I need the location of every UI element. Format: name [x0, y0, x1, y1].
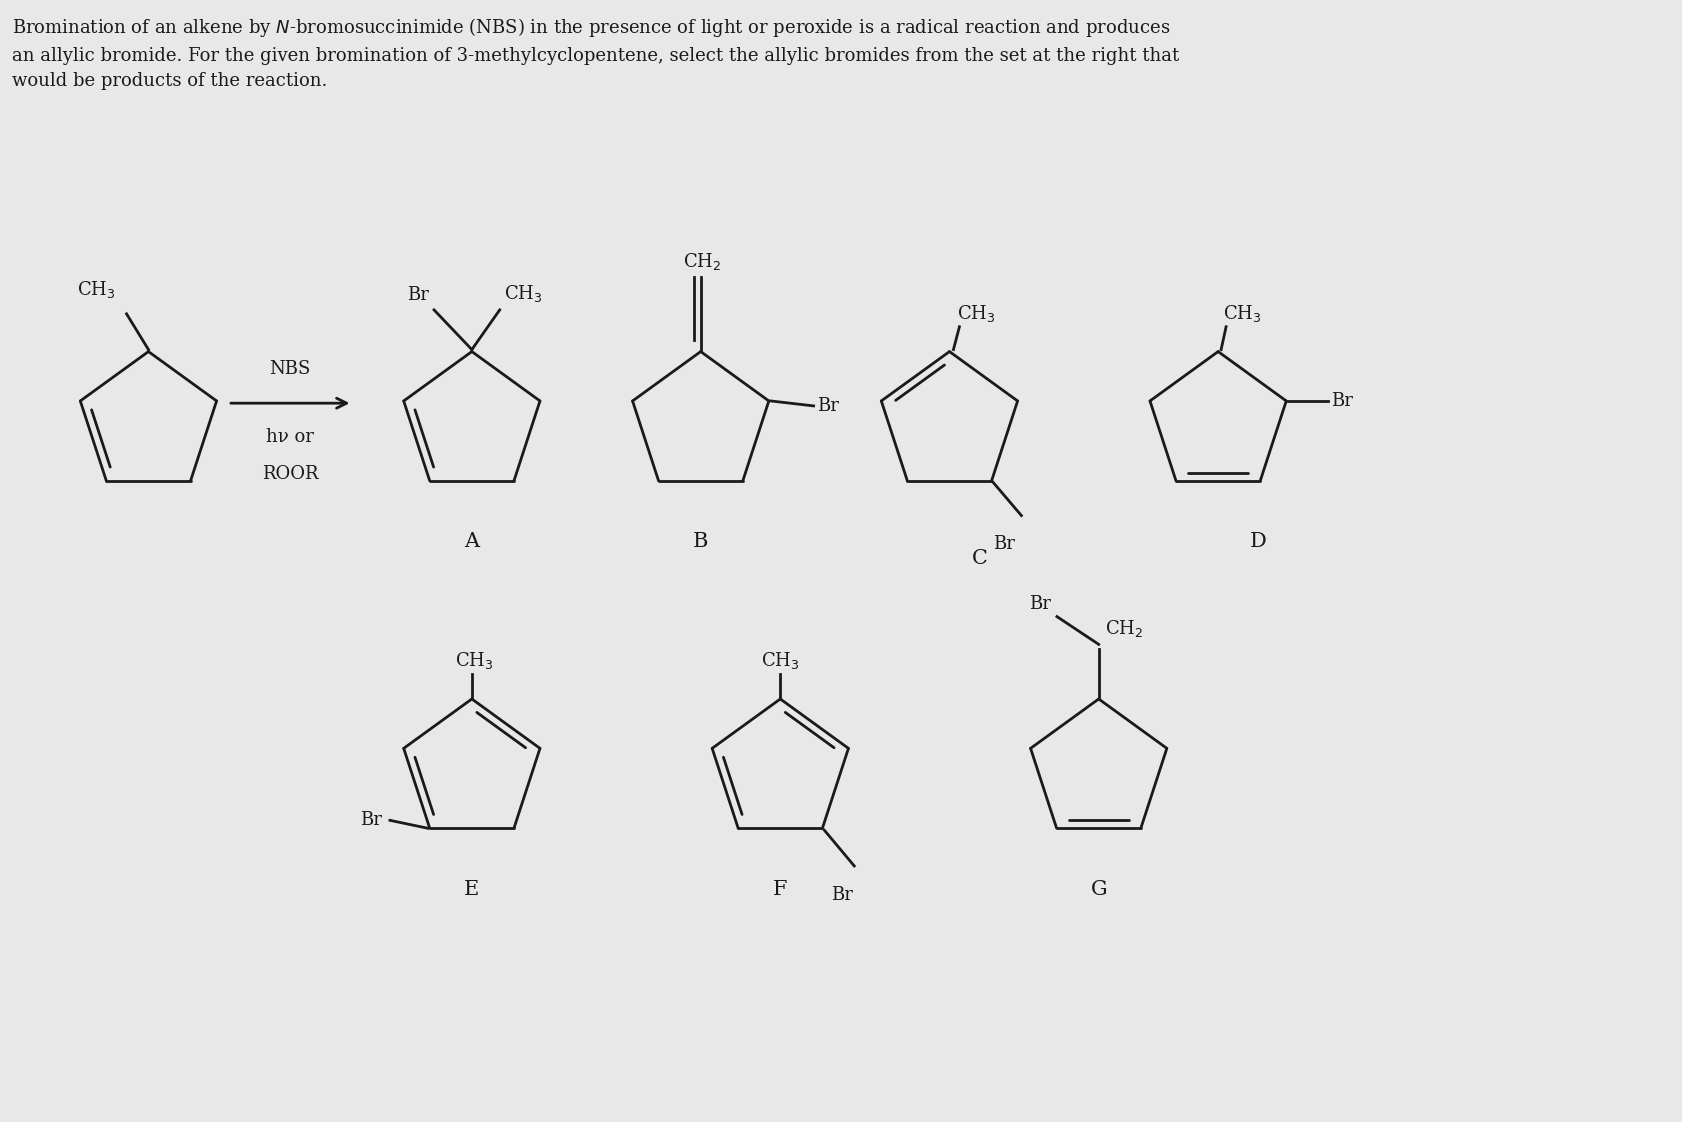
Text: E: E — [464, 880, 479, 899]
Text: D: D — [1248, 532, 1265, 551]
Text: Br: Br — [816, 397, 838, 415]
Text: CH$_2$: CH$_2$ — [683, 251, 722, 273]
Text: A: A — [464, 532, 479, 551]
Text: CH$_3$: CH$_3$ — [77, 279, 116, 300]
Text: Bromination of an alkene by $N$-bromosuccinimide (NBS) in the presence of light : Bromination of an alkene by $N$-bromosuc… — [12, 16, 1179, 91]
Text: Br: Br — [992, 535, 1014, 553]
Text: Br: Br — [407, 286, 429, 304]
Text: G: G — [1090, 880, 1107, 899]
Text: Br: Br — [1028, 595, 1050, 613]
Text: CH$_2$: CH$_2$ — [1103, 618, 1142, 640]
Text: Br: Br — [831, 885, 853, 904]
Text: CH$_3$: CH$_3$ — [957, 303, 996, 324]
Text: B: B — [693, 532, 708, 551]
Text: CH$_3$: CH$_3$ — [454, 650, 493, 671]
Text: Br: Br — [360, 811, 382, 829]
Text: F: F — [772, 880, 787, 899]
Text: hν or: hν or — [266, 427, 315, 447]
Text: CH$_3$: CH$_3$ — [503, 283, 542, 304]
Text: Br: Br — [1330, 392, 1352, 410]
Text: C: C — [971, 549, 987, 568]
Text: CH$_3$: CH$_3$ — [1223, 303, 1262, 324]
Text: NBS: NBS — [269, 360, 311, 378]
Text: CH$_3$: CH$_3$ — [760, 650, 799, 671]
Text: ROOR: ROOR — [262, 465, 318, 482]
